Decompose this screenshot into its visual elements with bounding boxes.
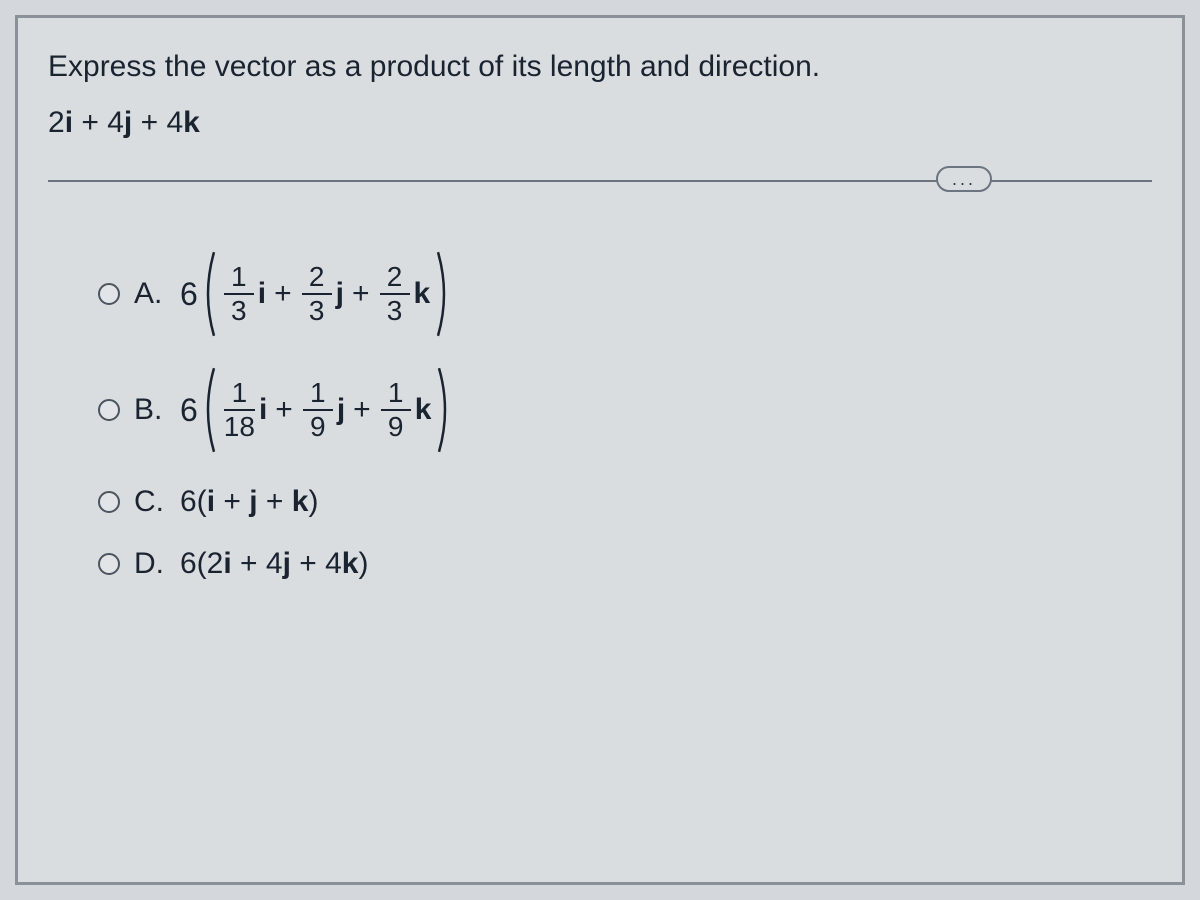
option-d: D. 6(2i + 4j + 4k) <box>98 544 1152 584</box>
option-b: B. 6 1 18 i + 1 9 j + <box>98 366 1152 454</box>
question-prompt: Express the vector as a product of its l… <box>48 46 1152 88</box>
right-paren-icon <box>434 250 454 338</box>
answer-options: A. 6 1 3 i + 2 3 j + <box>48 250 1152 584</box>
more-options-button[interactable]: ... <box>936 166 992 192</box>
right-paren-icon <box>435 366 455 454</box>
option-c-expr: 6(i + j + k) <box>180 485 318 519</box>
option-c: C. 6(i + j + k) <box>98 482 1152 522</box>
option-b-expr: 6 1 18 i + 1 9 j + 1 <box>180 366 455 454</box>
radio-a[interactable] <box>98 283 120 305</box>
option-c-label: C. <box>134 485 166 519</box>
left-paren-icon <box>198 366 218 454</box>
radio-d[interactable] <box>98 553 120 575</box>
option-a-label: A. <box>134 277 166 311</box>
option-d-expr: 6(2i + 4j + 4k) <box>180 547 368 581</box>
left-paren-icon <box>198 250 218 338</box>
question-panel: Express the vector as a product of its l… <box>15 15 1185 885</box>
option-b-label: B. <box>134 393 166 427</box>
divider-section: ... <box>48 180 1152 200</box>
option-a: A. 6 1 3 i + 2 3 j + <box>98 250 1152 338</box>
question-vector: 2i + 4j + 4k <box>48 106 1152 140</box>
radio-c[interactable] <box>98 491 120 513</box>
option-a-expr: 6 1 3 i + 2 3 j + 2 <box>180 250 454 338</box>
radio-b[interactable] <box>98 399 120 421</box>
option-d-label: D. <box>134 547 166 581</box>
